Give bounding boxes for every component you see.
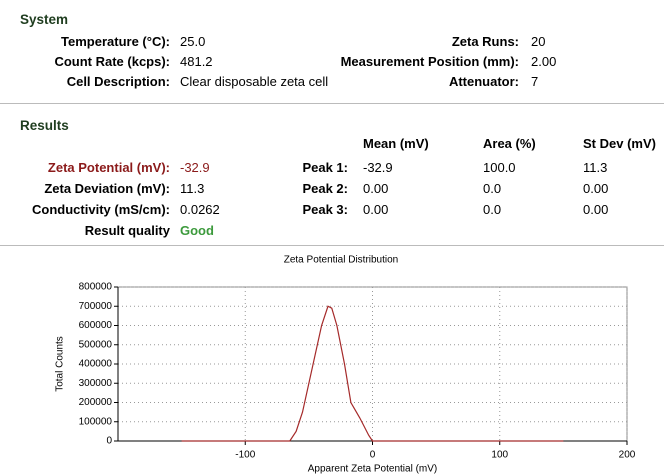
peak-label: Peak 1: <box>302 160 348 175</box>
peak-value: 0.0 <box>483 202 502 217</box>
peak-value: -32.9 <box>363 160 393 175</box>
y-tick-label: 100000 <box>79 416 113 427</box>
field-value: Clear disposable zeta cell <box>180 74 329 89</box>
y-tick-label: 700000 <box>79 301 113 312</box>
field-label: Zeta Runs: <box>451 34 519 49</box>
field-value: -32.9 <box>180 160 210 175</box>
x-tick-label: -100 <box>235 450 255 461</box>
y-tick-label: 400000 <box>79 359 113 370</box>
y-tick-label: 300000 <box>79 378 113 389</box>
field-value: 0.0262 <box>180 202 220 217</box>
line-series <box>181 305 564 442</box>
peak-value: 0.0 <box>483 181 502 196</box>
separator <box>0 245 664 246</box>
field-label: Cell Description: <box>66 74 170 89</box>
field-label: Attenuator: <box>448 74 519 89</box>
y-tick-label: 500000 <box>79 339 113 350</box>
y-tick-label: 800000 <box>79 282 113 293</box>
field-label: Result quality <box>84 223 170 238</box>
peak-value: 0.00 <box>363 181 389 196</box>
peak-value: 100.0 <box>483 160 516 175</box>
field-value: Good <box>180 223 214 238</box>
field-value: 481.2 <box>180 54 213 69</box>
field-value: 11.3 <box>180 181 205 196</box>
peak-label: Peak 3: <box>302 202 348 217</box>
peak-label: Peak 2: <box>302 181 348 196</box>
x-tick-label: 0 <box>370 450 376 461</box>
field-value: 2.00 <box>531 54 557 69</box>
y-tick-label: 600000 <box>79 320 113 331</box>
x-axis-label: Apparent Zeta Potential (mV) <box>308 464 438 475</box>
peak-value: 0.00 <box>583 181 609 196</box>
peak-value: 0.00 <box>363 202 389 217</box>
peak-value: 11.3 <box>583 160 608 175</box>
field-label: Zeta Deviation (mV): <box>44 181 170 196</box>
x-tick-label: 100 <box>491 450 508 461</box>
peak-value: 0.00 <box>583 202 609 217</box>
column-header: Mean (mV) <box>363 136 429 151</box>
chart-title: Zeta Potential Distribution <box>284 255 399 266</box>
field-value: 7 <box>531 74 539 89</box>
field-value: 20 <box>531 34 546 49</box>
section-title: Results <box>20 118 69 133</box>
separator <box>0 103 664 104</box>
field-label: Conductivity (mS/cm): <box>32 202 170 217</box>
column-header: St Dev (mV) <box>583 136 656 151</box>
field-value: 25.0 <box>180 34 206 49</box>
field-label: Count Rate (kcps): <box>54 54 170 69</box>
field-label: Zeta Potential (mV): <box>47 160 170 175</box>
y-axis-label: Total Counts <box>55 336 66 392</box>
chart: Zeta Potential Distribution 0 100000 200000… <box>55 255 636 475</box>
section-title: System <box>20 12 69 27</box>
field-label: Measurement Position (mm): <box>340 54 519 69</box>
field-label: Temperature (°C): <box>61 34 170 49</box>
y-tick-label: 0 <box>106 436 112 447</box>
y-tick-label: 200000 <box>79 397 113 408</box>
x-tick-label: 200 <box>619 450 636 461</box>
column-header: Area (%) <box>483 136 536 151</box>
